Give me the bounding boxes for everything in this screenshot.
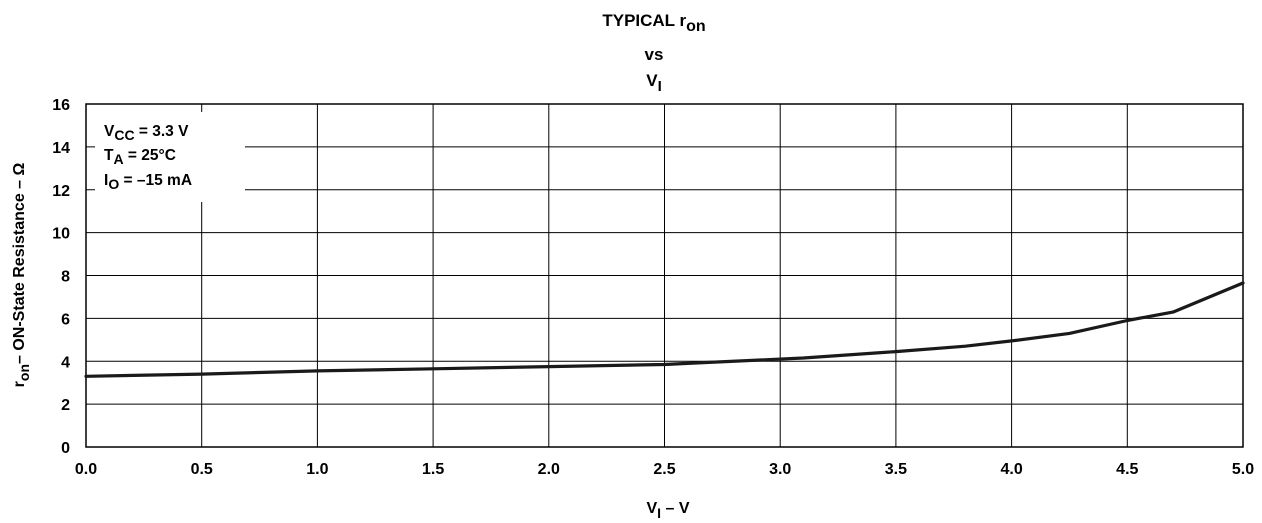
y-tick-label: 10 [52, 226, 70, 243]
x-tick-label: 0.0 [75, 461, 97, 478]
x-tick-label: 4.0 [1000, 461, 1022, 478]
y-tick-label: 12 [52, 183, 70, 200]
x-tick-label: 2.0 [538, 461, 560, 478]
x-tick-label: 4.5 [1116, 461, 1138, 478]
title-line-1: TYPICAL ron [602, 11, 705, 35]
x-tick-label: 1.5 [422, 461, 444, 478]
y-tick-label: 8 [61, 269, 70, 286]
y-axis-label: ron– ON-State Resistance – Ω [11, 162, 32, 387]
x-tick-label: 2.5 [653, 461, 675, 478]
y-tick-label: 4 [61, 354, 70, 371]
grid [86, 104, 1243, 447]
annotation-ta: TA = 25°C [104, 147, 176, 167]
annotation-background [95, 112, 245, 202]
title-line-2: vs [645, 45, 664, 64]
title-line-3: VI [646, 71, 662, 95]
ron-series-line [84, 281, 1245, 378]
y-tick-label: 6 [61, 311, 70, 328]
x-tick-label: 0.5 [191, 461, 213, 478]
plot-frame [85, 103, 1244, 448]
chart-title: TYPICAL ron vs VI [602, 11, 705, 95]
x-tick-label: 3.0 [769, 461, 791, 478]
annotation-io: IO = –15 mA [104, 172, 192, 192]
annotation-vcc: VCC = 3.3 V [104, 123, 189, 143]
y-tick-label: 0 [61, 440, 70, 457]
y-tick-label: 14 [52, 140, 70, 157]
x-tick-labels: 0.0 0.5 1.0 1.5 2.0 2.5 3.0 3.5 4.0 4.5 5.0 [75, 461, 1254, 478]
x-tick-label: 5.0 [1232, 461, 1254, 478]
y-tick-label: 2 [61, 397, 70, 414]
y-tick-label: 16 [52, 97, 70, 114]
conditions-annotation: VCC = 3.3 V TA = 25°C IO = –15 mA [95, 112, 245, 202]
x-tick-label: 1.0 [306, 461, 328, 478]
x-tick-label: 3.5 [885, 461, 907, 478]
y-tick-labels: 0 2 4 6 8 10 12 14 16 [52, 97, 70, 457]
x-axis-label: VI – V [646, 500, 689, 521]
